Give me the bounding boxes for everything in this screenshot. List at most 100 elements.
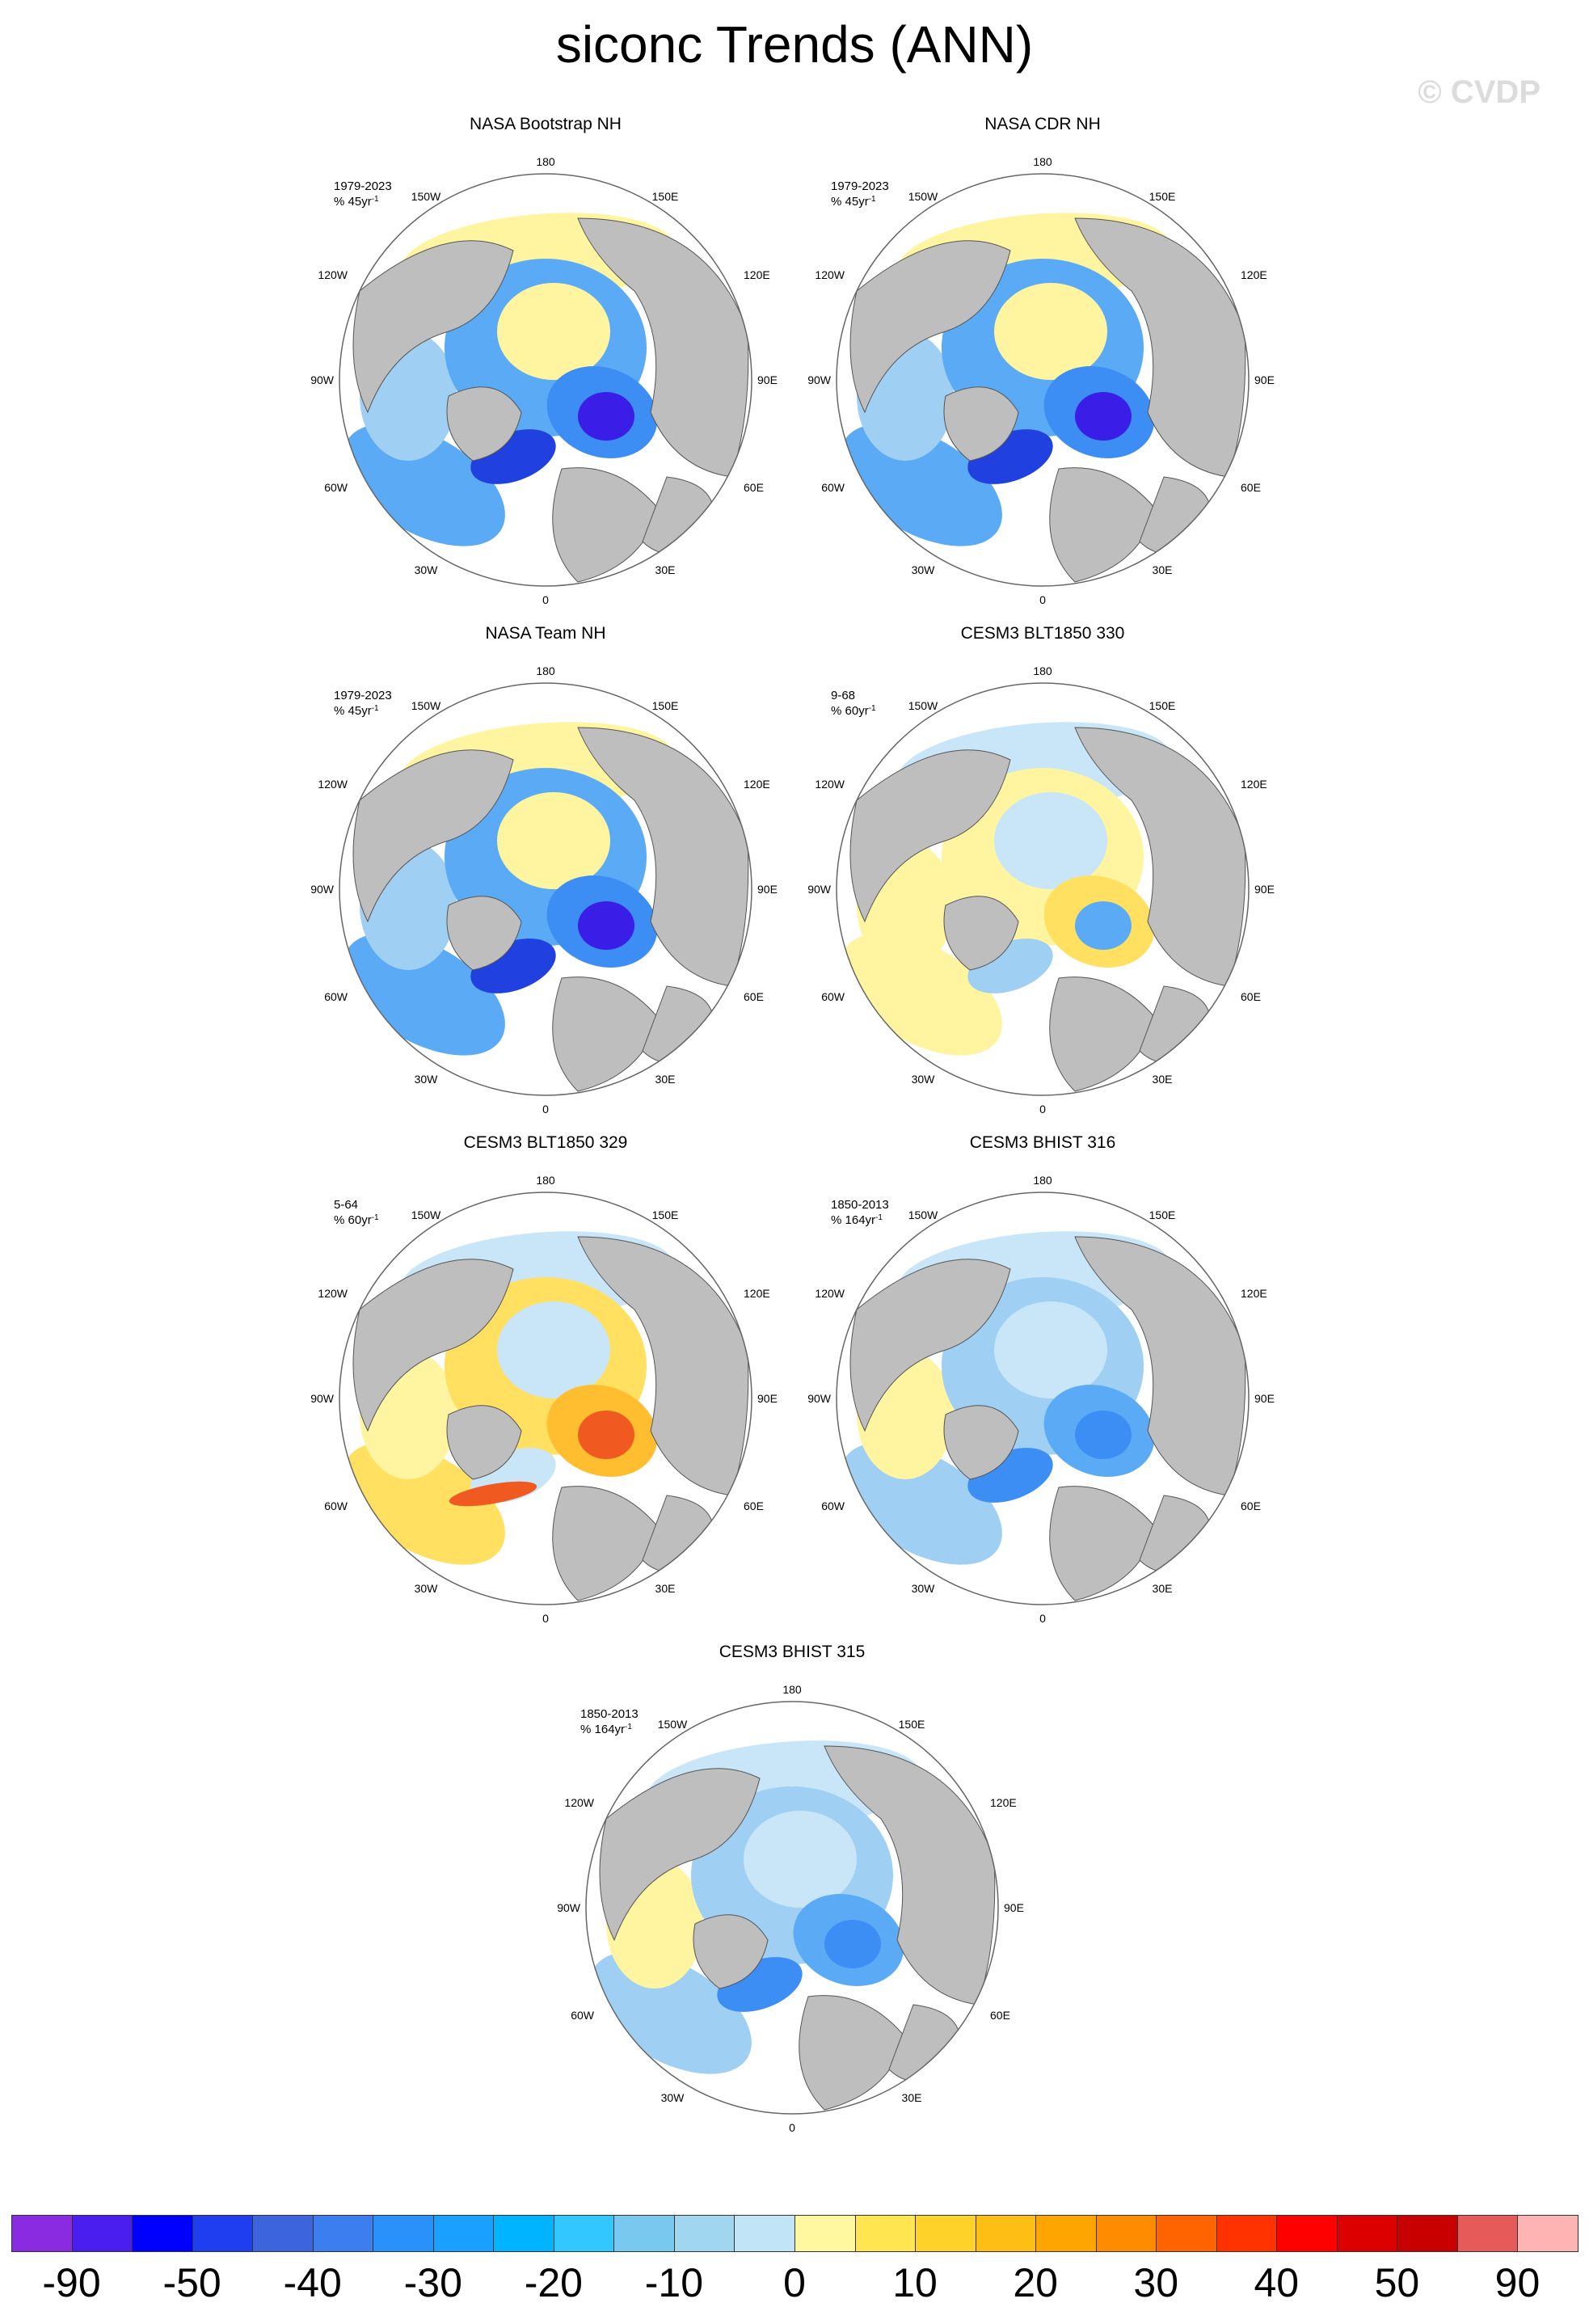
map-panel: CESM3 BLT1850 330 9-68 % 60yr-1 180 0 150W 150…	[760, 622, 1326, 1124]
colorbar-tick-label: 40	[1254, 2260, 1300, 2305]
longitude-label: 60W	[324, 1499, 348, 1512]
longitude-label: 60E	[744, 1499, 764, 1512]
longitude-label: 0	[1039, 1612, 1046, 1625]
longitude-label: 180	[536, 155, 555, 168]
colorbar-swatch	[1456, 2215, 1519, 2252]
colorbar-swatch	[1216, 2215, 1278, 2252]
panel-title: NASA Team NH	[486, 624, 606, 643]
sea-ice-central-core	[994, 792, 1107, 889]
sea-ice-central-core	[497, 792, 610, 889]
land-eurasia	[1074, 217, 1246, 478]
map-frame	[836, 682, 1250, 1096]
longitude-label: 0	[789, 2121, 795, 2134]
colorbar-swatch	[373, 2215, 434, 2252]
map-frame	[585, 1701, 999, 2115]
longitude-label: 90W	[310, 1392, 335, 1405]
land-europe	[799, 1995, 906, 2111]
map-frame	[836, 173, 1250, 587]
colorbar-tick-label: -10	[644, 2260, 704, 2305]
longitude-label: 150W	[411, 190, 441, 203]
colorbar-tick-label: -40	[283, 2260, 342, 2305]
sea-ice-central-core	[744, 1811, 857, 1908]
colorbar-tick-label: -50	[162, 2260, 221, 2305]
colorbar-swatch	[11, 2215, 73, 2252]
longitude-label: 150E	[899, 1718, 925, 1731]
sea-ice-barents-core	[578, 392, 634, 441]
colorbar-swatch	[1336, 2215, 1398, 2252]
longitude-label: 90W	[557, 1901, 581, 1914]
colorbar-tick-label: -20	[524, 2260, 583, 2305]
map-frame	[339, 682, 752, 1096]
longitude-label: 120E	[1241, 778, 1267, 791]
map-frame	[339, 173, 752, 587]
colorbar-swatch	[1156, 2215, 1217, 2252]
map-panel: CESM3 BHIST 316 1850-2013% 164yr-1 180 0 150…	[760, 1132, 1326, 1633]
trend-units: % 45yr-1	[334, 195, 379, 209]
longitude-label: 90W	[310, 883, 335, 896]
colorbar-tick-label: 30	[1133, 2260, 1179, 2305]
panel-title: NASA Bootstrap NH	[470, 115, 622, 133]
longitude-label: 150W	[908, 190, 938, 203]
longitude-label: 180	[1033, 1174, 1052, 1187]
trend-units: % 45yr-1	[831, 195, 876, 209]
longitude-label: 150E	[1149, 699, 1176, 712]
colorbar-swatch	[1095, 2215, 1157, 2252]
longitude-label: 120W	[318, 778, 348, 791]
longitude-label: 120W	[318, 1287, 348, 1300]
colorbar-tick-label: 10	[892, 2260, 938, 2305]
longitude-label: 60E	[990, 2009, 1010, 2022]
longitude-label: 30W	[912, 1073, 936, 1086]
longitude-label: 30W	[415, 563, 439, 576]
land-europe	[552, 976, 660, 1092]
land-greenland	[446, 1405, 522, 1480]
longitude-label: 0	[542, 593, 549, 606]
longitude-label: 30E	[1153, 563, 1173, 576]
colorbar-swatch	[1276, 2215, 1338, 2252]
longitude-label: 60W	[324, 481, 348, 494]
land-north-america	[849, 1259, 1011, 1432]
polar-map: CESM3 BHIST 315 1850-2013 % 164yr-1 180 0 150…	[557, 1643, 1024, 2134]
sea-ice-central-core	[994, 1301, 1107, 1398]
longitude-label: 90E	[1254, 883, 1275, 896]
trend-period: 1979-2023	[334, 689, 392, 702]
colorbar-swatch	[71, 2215, 133, 2252]
longitude-label: 60W	[821, 1499, 845, 1512]
longitude-label: 60W	[821, 481, 845, 494]
trend-period: 9-68	[831, 689, 855, 702]
colorbar-swatch	[132, 2215, 193, 2252]
colorbar-swatch	[493, 2215, 554, 2252]
colorbar-swatch	[975, 2215, 1037, 2252]
longitude-label: 60E	[1241, 481, 1261, 494]
longitude-label: 0	[1039, 593, 1046, 606]
trend-units: % 164yr-1	[580, 1723, 632, 1737]
land-eurasia	[1074, 727, 1246, 987]
longitude-label: 60W	[821, 990, 845, 1003]
colorbar-tick-label: 90	[1494, 2260, 1541, 2305]
longitude-label: 150E	[652, 1208, 679, 1221]
sea-ice-barents-core	[1075, 1411, 1132, 1459]
longitude-label: 150W	[411, 699, 441, 712]
longitude-label: 150W	[908, 699, 938, 712]
sea-ice-barents-core	[578, 1411, 634, 1459]
land-eurasia	[577, 1236, 749, 1496]
map-panel: CESM3 BHIST 315 1850-2013 % 164yr-1 180 0 150…	[509, 1641, 1075, 2142]
polar-map: CESM3 BHIST 316 1850-2013% 164yr-1 180 0 150…	[807, 1133, 1275, 1625]
longitude-label: 90W	[807, 373, 832, 386]
land-north-america	[849, 240, 1011, 414]
colorbar-swatch	[1397, 2215, 1458, 2252]
trend-units: % 60yr-1	[831, 704, 876, 719]
page-title: siconc Trends (ANN)	[555, 15, 1034, 74]
longitude-label: 120E	[744, 268, 770, 281]
longitude-label: 90E	[1004, 1901, 1024, 1914]
colorbar-swatch	[432, 2215, 495, 2252]
colorbar-tick-label: 0	[783, 2260, 806, 2305]
map-panel: NASA CDR NH 1979-2023 % 45yr-1 180 0 150W 150E…	[760, 113, 1326, 614]
land-eurasia	[1074, 1236, 1246, 1496]
polar-map: CESM3 BLT1850 329 5-64% 60yr-1 180 0 150W 150…	[310, 1133, 778, 1625]
land-north-america	[849, 749, 1011, 923]
longitude-label: 30W	[415, 1073, 439, 1086]
sea-ice-central-core	[994, 283, 1107, 380]
polar-map: NASA Team NH 1979-2023 % 45yr-1 180 0 150W 150…	[310, 624, 778, 1116]
colorbar-swatch	[794, 2215, 856, 2252]
longitude-label: 180	[536, 1174, 555, 1187]
